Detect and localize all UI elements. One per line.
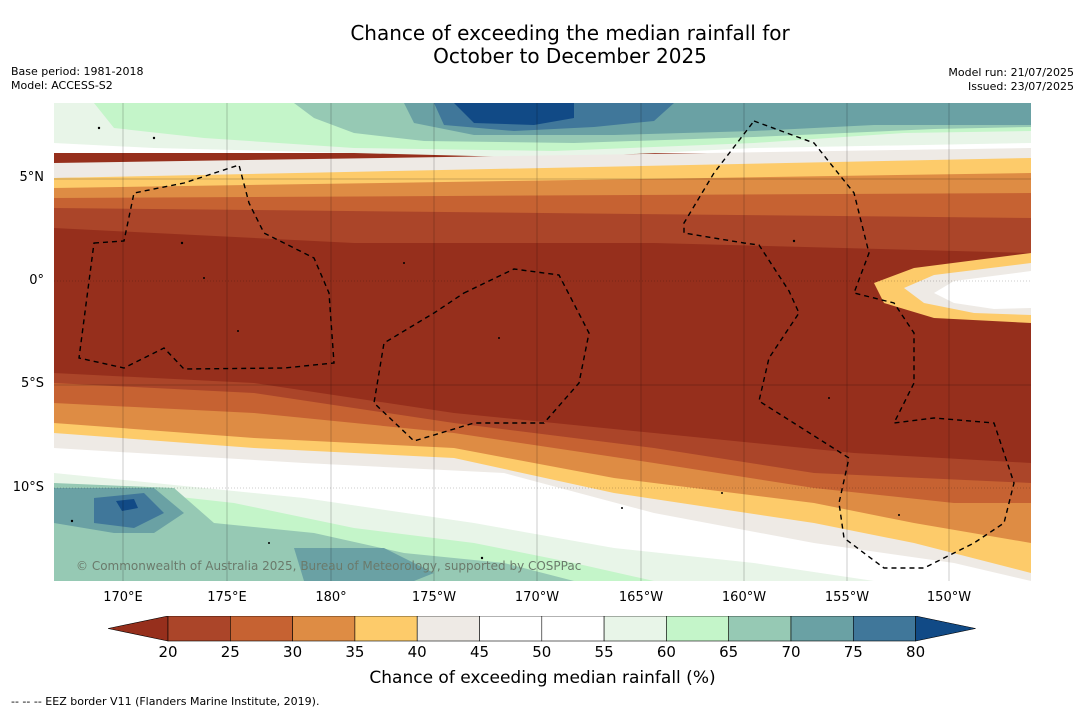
lon-label-165w: 165°W bbox=[618, 590, 664, 605]
band-north-brown bbox=[54, 208, 1031, 253]
colorbar-segment bbox=[541, 616, 605, 642]
colorbar-segment bbox=[230, 616, 293, 642]
colorbar-tick-label: 30 bbox=[283, 643, 303, 661]
band-north-darkblue bbox=[454, 103, 574, 125]
colorbar bbox=[108, 616, 976, 642]
rainfall-map bbox=[54, 103, 1031, 581]
band-south-teal-light bbox=[54, 483, 574, 581]
colorbar-extend-high bbox=[915, 616, 976, 642]
colorbar-tick-label: 40 bbox=[407, 643, 427, 661]
meta-left: Base period: 1981-2018 Model: ACCESS-S2 bbox=[11, 65, 143, 93]
gridlines bbox=[54, 103, 1031, 581]
colorbar-segment bbox=[852, 616, 916, 642]
lon-label-170w: 170°W bbox=[514, 590, 560, 605]
lon-label-160w: 160°W bbox=[721, 590, 767, 605]
colorbar-tick-label: 35 bbox=[345, 643, 365, 661]
colorbar-tick-label: 80 bbox=[906, 643, 926, 661]
model-run: Model run: 21/07/2025 bbox=[948, 66, 1074, 79]
lon-label-175w: 175°W bbox=[411, 590, 457, 605]
colorbar-label: Chance of exceeding median rainfall (%) bbox=[369, 668, 716, 688]
colorbar-segment bbox=[354, 616, 418, 642]
colorbar-segment bbox=[728, 616, 792, 642]
map-svg bbox=[54, 103, 1031, 581]
map-title: Chance of exceeding the median rainfall … bbox=[0, 22, 1085, 68]
islands bbox=[70, 126, 900, 560]
copyright-notice: © Commonwealth of Australia 2025, Bureau… bbox=[76, 559, 582, 573]
colorbar-tick-label: 75 bbox=[843, 643, 863, 661]
lat-label-5s: 5°S bbox=[20, 376, 44, 391]
colorbar-tick-label: 45 bbox=[469, 643, 490, 661]
eez-borders bbox=[78, 120, 1015, 569]
lon-label-170e: 170°E bbox=[103, 590, 143, 605]
base-period: Base period: 1981-2018 bbox=[11, 65, 144, 78]
colorbar-tick-label: 65 bbox=[719, 643, 739, 661]
colorbar-segment bbox=[416, 616, 480, 642]
colorbar-segment bbox=[479, 616, 543, 642]
lon-label-180: 180° bbox=[315, 590, 347, 605]
eez-footnote: -- -- -- EEZ border V11 (Flanders Marine… bbox=[11, 695, 320, 708]
meta-right: Model run: 21/07/2025 Issued: 23/07/2025 bbox=[948, 66, 1074, 94]
lon-label-155w: 155°W bbox=[824, 590, 870, 605]
band-south-blue bbox=[94, 493, 164, 528]
lat-label-0: 0° bbox=[29, 273, 44, 288]
equator-tongue-white bbox=[934, 271, 1031, 309]
colorbar-segments bbox=[108, 616, 976, 642]
colorbar-segment bbox=[167, 616, 231, 642]
title-line-2: October to December 2025 bbox=[433, 44, 707, 68]
colorbar-tick-label: 70 bbox=[781, 643, 801, 661]
issued-date: Issued: 23/07/2025 bbox=[967, 80, 1074, 93]
lon-label-175e: 175°E bbox=[207, 590, 247, 605]
colorbar-segment bbox=[666, 616, 730, 642]
colorbar-tick-label: 60 bbox=[656, 643, 676, 661]
colorbar-tick-label: 20 bbox=[158, 643, 178, 661]
colorbar-tick-label: 50 bbox=[532, 643, 552, 661]
lat-label-5n: 5°N bbox=[19, 170, 45, 185]
band-south-darkblue bbox=[116, 499, 138, 511]
colorbar-segment bbox=[603, 616, 667, 642]
colorbar-tick-label: 55 bbox=[594, 643, 614, 661]
colorbar-tick-label: 25 bbox=[220, 643, 240, 661]
title-line-1: Chance of exceeding the median rainfall … bbox=[350, 21, 790, 45]
model-name: Model: ACCESS-S2 bbox=[11, 79, 113, 92]
colorbar-segment bbox=[292, 616, 356, 642]
colorbar-segment bbox=[790, 616, 854, 642]
lon-label-150w: 150°W bbox=[926, 590, 972, 605]
colorbar-extend-low bbox=[108, 616, 169, 642]
lat-label-10s: 10°S bbox=[12, 480, 44, 495]
